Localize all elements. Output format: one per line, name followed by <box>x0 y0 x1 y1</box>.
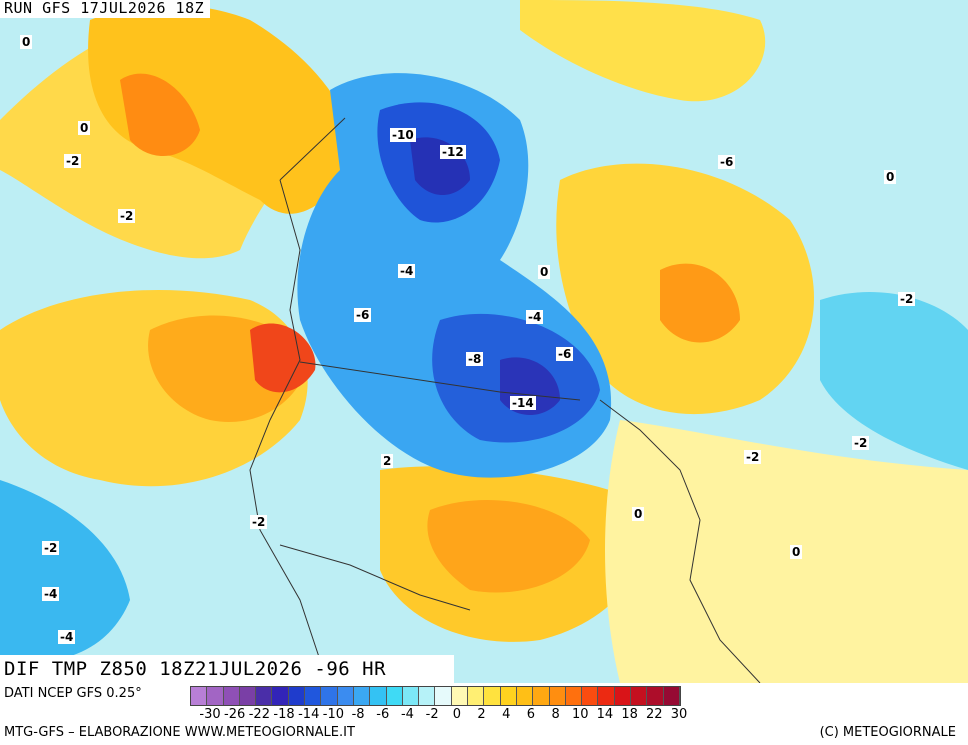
color-scale-tick-label: -4 <box>400 707 414 722</box>
color-swatch <box>207 687 224 705</box>
warm-region-east <box>605 420 968 683</box>
color-swatch <box>451 687 469 705</box>
color-scale-tick-label: 14 <box>596 707 614 722</box>
color-swatch <box>582 687 599 705</box>
contour-label: -6 <box>354 308 372 322</box>
contour-label: -2 <box>250 515 268 529</box>
color-swatch <box>402 687 420 705</box>
color-swatch <box>614 687 632 705</box>
color-swatch <box>484 687 501 705</box>
color-swatch <box>288 687 306 705</box>
color-swatch <box>419 687 436 705</box>
color-swatch <box>305 687 322 705</box>
color-scale-tick-label: 0 <box>452 707 461 722</box>
temperature-anomaly-map: 0 0 -2 -2 -4 -4 -6 -6 -8 -10 -12 -14 2 0… <box>0 0 968 683</box>
credits-right: (C) METEOGIORNALE <box>819 725 956 740</box>
color-swatch <box>353 687 371 705</box>
color-swatch <box>239 687 257 705</box>
color-scale-tick-label: -22 <box>248 707 270 722</box>
field-title: DIF TMP Z850 18Z21JUL2026 -96 HR <box>0 655 454 683</box>
contour-label: -14 <box>510 396 536 410</box>
cool-region-atlantic <box>820 291 968 470</box>
contour-label: -4 <box>42 587 60 601</box>
color-swatch <box>500 687 517 705</box>
contour-label: -4 <box>58 630 76 644</box>
color-swatch <box>191 687 208 705</box>
color-swatch <box>435 687 452 705</box>
color-swatch <box>337 687 354 705</box>
hot-core-coast <box>250 323 316 393</box>
contour-label: -6 <box>556 347 574 361</box>
color-swatch <box>663 687 680 705</box>
warm-core-south <box>427 500 590 593</box>
warm-core-alaska <box>120 73 200 157</box>
color-scale-tick-label: 22 <box>646 707 663 722</box>
contour-label: 0 <box>790 545 803 559</box>
color-scale-tick-label: 6 <box>526 707 536 722</box>
contour-label: -2 <box>852 436 870 450</box>
color-swatch <box>386 687 403 705</box>
contour-label: 0 <box>538 265 551 279</box>
color-scale-tick-label: 30 <box>670 707 688 722</box>
border-line <box>279 117 581 611</box>
color-scale-tick-label: 4 <box>502 707 511 722</box>
contour-label: -2 <box>42 541 60 555</box>
contour-label: -2 <box>64 154 82 168</box>
contour-label: -2 <box>744 450 762 464</box>
cool-region-southwest <box>0 480 130 663</box>
color-swatch <box>223 687 240 705</box>
legend-footer: DATI NCEP GFS 0.25° -30 -26 -22 -18 -14 -10 -8… <box>0 683 968 745</box>
coastline <box>249 179 761 683</box>
contour-label: -4 <box>398 264 416 278</box>
contour-label: -6 <box>718 155 736 169</box>
contour-label: 0 <box>78 121 91 135</box>
color-scale-tick-label: -2 <box>425 707 439 722</box>
contour-label: 0 <box>632 507 645 521</box>
color-scale-tick-label: -10 <box>322 707 345 722</box>
contour-label: 2 <box>381 454 394 468</box>
color-swatch <box>598 687 615 705</box>
contour-label: -8 <box>466 352 484 366</box>
color-swatch <box>256 687 273 705</box>
color-scale-tick-label: -26 <box>224 707 246 722</box>
data-source-label: DATI NCEP GFS 0.25° <box>4 686 142 701</box>
color-scale-tick-label: -8 <box>351 707 365 722</box>
run-title: RUN GFS 17JUL2026 18Z <box>0 0 211 18</box>
color-scale-tick-label: 18 <box>621 707 638 722</box>
color-swatch <box>647 687 664 705</box>
color-swatch <box>549 687 566 705</box>
color-scale-tick-label: 2 <box>477 707 486 722</box>
color-scale-tick-label: 10 <box>571 707 589 722</box>
warm-core-northeast <box>660 263 740 343</box>
contour-label: -4 <box>526 310 544 324</box>
contour-label: 0 <box>20 35 33 49</box>
color-swatch <box>516 687 534 705</box>
color-scale-tick-label: 8 <box>551 707 560 722</box>
map-canvas <box>0 0 968 683</box>
contour-label: -12 <box>440 145 466 159</box>
contour-label: -10 <box>390 128 416 142</box>
color-scale-tick-label: -14 <box>298 707 320 722</box>
color-swatch <box>533 687 550 705</box>
contour-label: 0 <box>884 170 897 184</box>
color-scale-ticks: -30 -26 -22 -18 -14 -10 -8 -6 -4 -2 0 2 4 6 8 10 14 18 22 3… <box>190 707 968 723</box>
contour-label: -2 <box>118 209 136 223</box>
color-swatch <box>321 687 338 705</box>
color-swatch <box>468 687 485 705</box>
credits-left: MTG-GFS – ELABORAZIONE WWW.METEOGIORNALE… <box>4 725 355 740</box>
color-scale-bar <box>190 686 681 706</box>
warm-region-alaska <box>88 5 361 214</box>
warm-region-greenland <box>520 0 766 102</box>
color-scale-tick-label: -30 <box>199 707 221 722</box>
color-scale-tick-label: -6 <box>376 707 390 722</box>
contour-label: -2 <box>898 292 916 306</box>
color-swatch <box>272 687 289 705</box>
color-swatch <box>565 687 583 705</box>
color-swatch <box>370 687 387 705</box>
color-swatch <box>631 687 648 705</box>
color-scale-tick-label: -18 <box>273 707 295 722</box>
